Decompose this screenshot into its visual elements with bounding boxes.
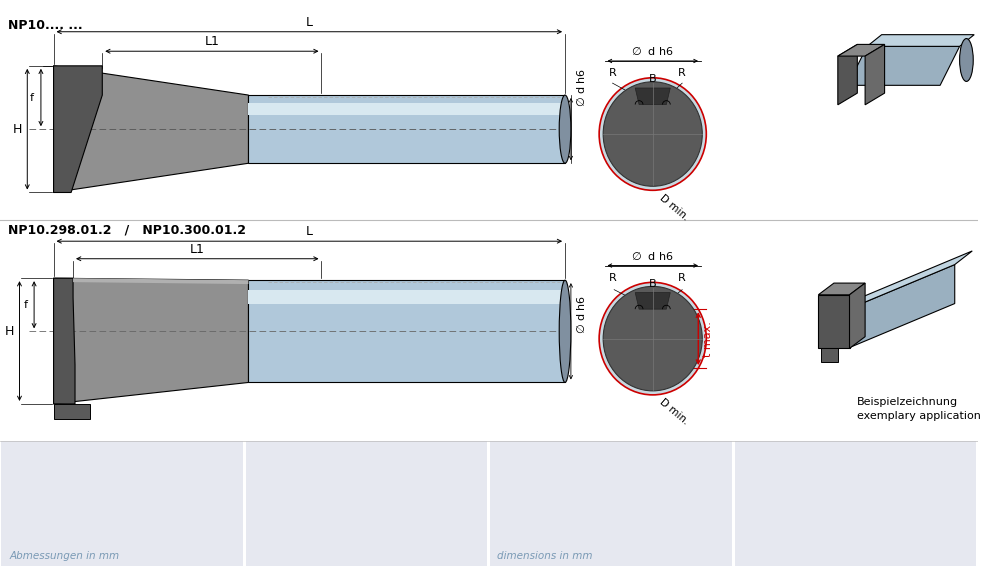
Polygon shape xyxy=(837,44,857,105)
Polygon shape xyxy=(847,251,971,309)
Text: NP10.... ...: NP10.... ... xyxy=(8,19,82,32)
Text: Abmessungen in mm: Abmessungen in mm xyxy=(10,551,119,561)
Polygon shape xyxy=(847,265,954,348)
Polygon shape xyxy=(248,103,565,115)
Text: $\varnothing$  d h6: $\varnothing$ d h6 xyxy=(631,250,673,262)
Polygon shape xyxy=(53,404,89,419)
Text: B: B xyxy=(648,74,656,84)
Text: L1: L1 xyxy=(205,36,219,48)
Text: f: f xyxy=(23,300,27,310)
Polygon shape xyxy=(847,46,959,85)
Polygon shape xyxy=(73,278,248,284)
Text: D min.: D min. xyxy=(657,193,690,222)
Polygon shape xyxy=(248,95,565,163)
Text: R: R xyxy=(678,273,685,283)
Bar xyxy=(1,441,243,566)
Ellipse shape xyxy=(559,95,571,163)
Text: t max.: t max. xyxy=(702,321,712,356)
Polygon shape xyxy=(867,34,973,46)
Polygon shape xyxy=(817,295,849,348)
Polygon shape xyxy=(817,283,865,295)
Text: R: R xyxy=(678,68,685,79)
Text: L: L xyxy=(306,225,313,238)
Bar xyxy=(246,441,486,566)
Polygon shape xyxy=(53,66,102,193)
Text: NP10.298.01.2   /   NP10.300.01.2: NP10.298.01.2 / NP10.300.01.2 xyxy=(8,223,246,237)
Text: exemplary application: exemplary application xyxy=(857,411,980,421)
Text: $\varnothing$  d h6: $\varnothing$ d h6 xyxy=(631,45,673,57)
Text: H: H xyxy=(13,123,22,136)
Polygon shape xyxy=(53,66,248,193)
Polygon shape xyxy=(635,293,670,309)
Text: B: B xyxy=(648,278,656,289)
Text: R: R xyxy=(608,273,616,283)
Text: L: L xyxy=(306,16,313,29)
Ellipse shape xyxy=(959,38,972,81)
Text: R: R xyxy=(608,68,616,79)
Ellipse shape xyxy=(599,282,705,395)
Bar xyxy=(734,441,975,566)
Polygon shape xyxy=(248,290,565,304)
Ellipse shape xyxy=(599,78,705,190)
Text: H: H xyxy=(5,325,14,338)
Polygon shape xyxy=(53,278,75,404)
Text: $\varnothing$ d h6: $\varnothing$ d h6 xyxy=(574,295,586,334)
Polygon shape xyxy=(865,44,884,105)
Text: L1: L1 xyxy=(190,243,205,256)
Text: Beispielzeichnung: Beispielzeichnung xyxy=(857,397,958,407)
Polygon shape xyxy=(849,283,865,348)
Polygon shape xyxy=(635,88,670,104)
Ellipse shape xyxy=(603,286,701,391)
Ellipse shape xyxy=(559,280,571,382)
Polygon shape xyxy=(837,44,884,56)
Text: f: f xyxy=(30,92,34,103)
Polygon shape xyxy=(53,278,248,404)
Text: $\varnothing$ d h6: $\varnothing$ d h6 xyxy=(574,68,586,107)
Polygon shape xyxy=(820,348,837,362)
Polygon shape xyxy=(248,280,565,382)
Text: dimensions in mm: dimensions in mm xyxy=(496,551,592,561)
Ellipse shape xyxy=(603,82,701,186)
Text: D min.: D min. xyxy=(657,397,690,427)
Bar xyxy=(489,441,731,566)
